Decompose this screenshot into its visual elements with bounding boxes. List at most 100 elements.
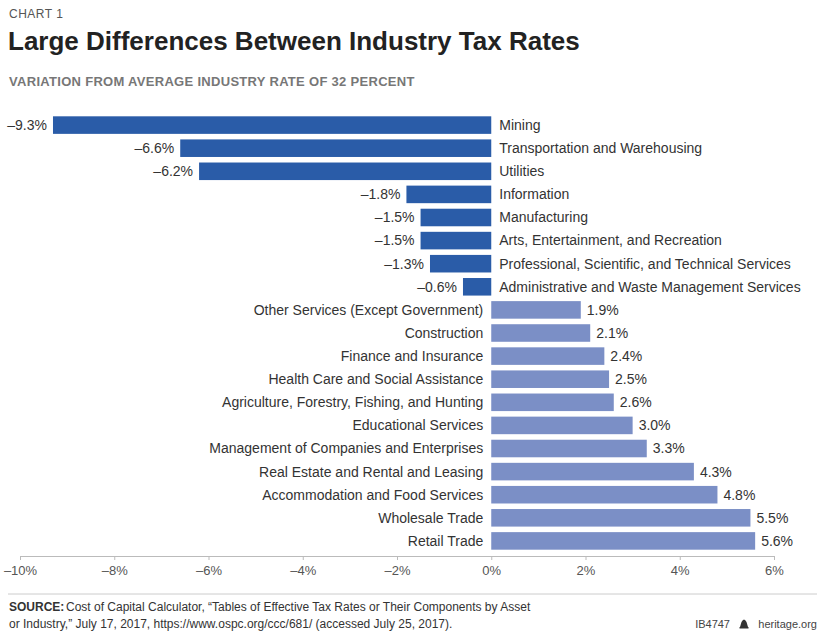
category-label: Arts, Entertainment, and Recreation [499,232,722,248]
tick-label: 4% [671,563,690,578]
category-label: Accommodation and Food Services [262,487,483,503]
category-label: Transportation and Warehousing [499,140,702,156]
source-label: SOURCE: [9,600,64,614]
tick-label: –4% [290,563,316,578]
data-label: 4.8% [723,487,755,503]
category-label: Professional, Scientific, and Technical … [499,256,791,272]
tick: –6% [196,556,222,578]
bar [491,370,609,388]
data-label: –1.3% [384,256,424,272]
data-label: –1.5% [375,209,415,225]
tick: –4% [290,556,316,578]
tick-mark [20,556,21,560]
data-label: 2.5% [615,371,647,387]
bar [421,232,492,250]
data-label: 3.3% [653,440,685,456]
tick-label: –8% [102,563,128,578]
axis-line [21,557,775,561]
category-labels: Mining Transportation and Warehousing Util… [209,117,800,549]
bar [199,163,491,181]
data-label: –9.3% [7,117,47,133]
data-label: 5.5% [756,510,788,526]
tick-label: 6% [765,563,784,578]
category-label: Information [499,186,569,202]
tick-mark [774,556,775,560]
category-label: Manufacturing [499,209,588,225]
category-label: Mining [499,117,540,133]
bar [491,463,694,481]
category-label: Construction [405,325,484,341]
bar [406,186,491,204]
kicker: CHART 1 [9,7,63,21]
footer-site: heritage.org [758,618,817,630]
category-label: Real Estate and Rental and Leasing [259,464,483,480]
bar [421,209,492,227]
tick-label: –2% [384,563,410,578]
x-axis: –10% –8% –6% –4% –2% 0% 2% 4% 6% [4,556,784,578]
rule [8,594,817,595]
tick-label: –6% [196,563,222,578]
tick: –10% [4,556,38,578]
bar [180,139,491,157]
tick-mark [491,556,492,560]
bar [491,301,581,319]
logo-base [740,627,749,629]
category-label: Health Care and Social Assistance [268,371,483,387]
logo-bell [740,620,748,628]
data-label: 2.6% [620,394,652,410]
data-label: –6.2% [153,163,193,179]
bar [491,417,632,435]
data-label: –6.6% [135,140,175,156]
data-label: –1.8% [361,186,401,202]
bar [53,116,491,134]
bar [463,278,491,296]
tick-mark [397,556,398,560]
category-label: Educational Services [353,417,484,433]
data-labels: –9.3% –6.6% –6.2% –1.8% –1.5% –1.5% –1.3% –0.6%… [7,117,793,549]
data-label: 4.3% [700,464,732,480]
tick: 6% [765,556,784,578]
bar [491,509,750,527]
source: or Industry,” July 17, 2017, https://www… [9,617,452,631]
tick: –2% [384,556,410,578]
tick: –8% [102,556,128,578]
bar [491,347,604,365]
category-label: Administrative and Waste Management Serv… [499,279,800,295]
tick: 2% [577,556,596,578]
data-label: –0.6% [417,279,457,295]
bar [491,486,717,504]
bar [491,532,755,550]
data-label: 1.9% [587,302,619,318]
tick-mark [114,556,115,560]
category-label: Wholesale Trade [378,510,483,526]
tick-label: 0% [482,563,501,578]
chart: CHART 1 Large Differences Between Industr… [0,0,825,636]
data-label: 3.0% [639,417,671,433]
tick-label: –10% [4,563,38,578]
tick-mark [586,556,587,560]
category-label: Management of Companies and Enterprises [209,440,483,456]
data-label: –1.5% [375,232,415,248]
tick-mark [209,556,210,560]
category-label: Finance and Insurance [341,348,484,364]
data-label: 5.6% [761,533,793,549]
data-label: 2.1% [596,325,628,341]
bar [491,394,614,412]
tick-mark [303,556,304,560]
source: Cost of Capital Calculator, “Tables of E… [66,600,531,614]
bar [491,324,590,342]
category-label: Agriculture, Forestry, Fishing, and Hunt… [222,394,483,410]
subtitle: VARIATION FROM AVERAGE INDUSTRY RATE OF … [9,74,415,89]
bar [430,255,491,273]
category-label: Other Services (Except Government) [254,302,484,318]
title: Large Differences Between Industry Tax R… [8,26,580,56]
category-label: Retail Trade [408,533,484,549]
category-label: Utilities [499,163,544,179]
bar [491,440,647,458]
bars [53,116,755,549]
tick: 4% [671,556,690,578]
tick-mark [680,556,681,560]
logo-icon [740,620,749,629]
data-label: 2.4% [610,348,642,364]
footer-id: IB4747 [695,618,730,630]
